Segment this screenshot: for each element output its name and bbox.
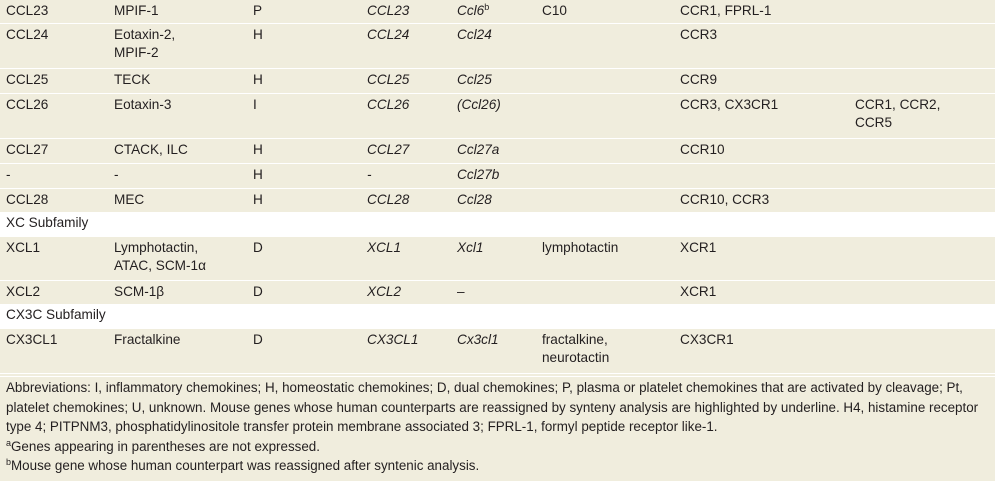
chemokine-receptor: CCR10 <box>680 142 725 157</box>
systematic-name: CCL24 <box>6 27 49 42</box>
human-ligand: Fractalkine <box>114 332 181 347</box>
human-ligand-line-1: Eotaxin-2, <box>114 27 176 42</box>
human-ligand: TECK <box>114 72 151 87</box>
human-gene: XCL1 <box>367 240 402 255</box>
mouse-gene: Ccl27b <box>457 167 500 182</box>
human-ligand-line-2: ATAC, SCM-1α <box>114 258 206 273</box>
human-ligand: Eotaxin-2, MPIF-2 <box>114 26 175 62</box>
mouse-gene: Ccl25 <box>457 72 492 87</box>
mouse-gene: Xcl1 <box>457 240 484 255</box>
footnote-b-mark: b <box>6 457 12 468</box>
systematic-name: CCL25 <box>6 72 49 87</box>
human-ligand: - <box>114 167 119 182</box>
human-gene: CCL24 <box>367 27 410 42</box>
table-row: CCL24 Eotaxin-2, MPIF-2 H CCL24 Ccl24 CCR… <box>0 24 995 69</box>
mouse-gene-name: Ccl6 <box>457 3 485 18</box>
chemokine-receptor: CCR1, FPRL-1 <box>680 3 772 18</box>
systematic-name: XCL2 <box>6 284 41 299</box>
chemokine-type: H <box>253 142 263 157</box>
systematic-name: CCL28 <box>6 192 49 207</box>
human-gene: CCL25 <box>367 72 410 87</box>
chemokine-type: D <box>253 332 263 347</box>
chemokine-type: D <box>253 240 263 255</box>
human-ligand-line-1: Lymphotactin, <box>114 240 199 255</box>
chemokine-type: P <box>253 3 263 18</box>
human-gene: CCL23 <box>367 3 410 18</box>
chemokine-receptor: CCR9 <box>680 72 718 87</box>
footnote-a-mark: a <box>6 437 12 448</box>
footnote-b-text: Mouse gene whose human counterpart was r… <box>11 458 480 474</box>
table-row: CCL23 MPIF-1 P CCL23 Ccl6b C10 CCR1, FPR… <box>0 0 995 24</box>
systematic-name: - <box>6 167 11 182</box>
table-row: CCL25 TECK H CCL25 Ccl25 CCR9 <box>0 69 995 94</box>
abbreviations-note: Abbreviations: I, inflammatory chemokine… <box>6 380 979 435</box>
mouse-ligand: lymphotactin <box>542 240 619 255</box>
subfamily-header-xc: XC Subfamily <box>0 213 995 237</box>
footnote-a: aGenes appearing in parentheses are not … <box>6 437 989 457</box>
antagonist-line-2: CCR5 <box>855 115 893 130</box>
human-gene: CCL28 <box>367 192 410 207</box>
human-ligand: MEC <box>114 192 145 207</box>
chemokine-receptor: CCR3, CX3CR1 <box>680 97 779 112</box>
chemokine-type: H <box>253 72 263 87</box>
table-footnotes: Abbreviations: I, inflammatory chemokine… <box>0 376 995 481</box>
chemokine-receptor: XCR1 <box>680 284 717 299</box>
human-ligand-line-2: MPIF-2 <box>114 45 159 60</box>
table-row: CX3CL1 Fractalkine D CX3CL1 Cx3cl1 fract… <box>0 329 995 374</box>
mouse-gene: Ccl28 <box>457 192 492 207</box>
table-row: XCL1 Lymphotactin, ATAC, SCM-1α D XCL1 Xc… <box>0 237 995 281</box>
human-gene: CCL27 <box>367 142 410 157</box>
human-ligand: CTACK, ILC <box>114 142 188 157</box>
antagonist-line-1: CCR1, CCR2, <box>855 97 941 112</box>
systematic-name: CCL23 <box>6 3 49 18</box>
human-ligand: SCM-1β <box>114 284 165 299</box>
chemokine-type: H <box>253 192 263 207</box>
chemokine-receptor: CX3CR1 <box>680 332 734 347</box>
mouse-gene: Ccl24 <box>457 27 492 42</box>
chemokine-type: D <box>253 284 263 299</box>
bottom-divider <box>0 481 995 487</box>
mouse-ligand: fractalkine, neurotactin <box>542 331 609 367</box>
human-gene: CCL26 <box>367 97 410 112</box>
mouse-ligand-line-2: neurotactin <box>542 350 610 365</box>
table-row: XCL2 SCM-1β D XCL2 – XCR1 <box>0 281 995 305</box>
table-row: CCL27 CTACK, ILC H CCL27 Ccl27a CCR10 <box>0 139 995 164</box>
footnote-b: bMouse gene whose human counterpart was … <box>6 456 989 476</box>
chemokine-type: I <box>253 97 257 112</box>
chemokine-antagonist: CCR1, CCR2, CCR5 <box>855 96 940 132</box>
mouse-gene: Cx3cl1 <box>457 332 499 347</box>
chemokine-type: H <box>253 27 263 42</box>
chemokine-receptor: CCR10, CCR3 <box>680 192 770 207</box>
human-gene: - <box>367 167 372 182</box>
mouse-ligand: C10 <box>542 3 567 18</box>
systematic-name: CCL27 <box>6 142 49 157</box>
systematic-name: XCL1 <box>6 240 41 255</box>
table-row: CCL26 Eotaxin-3 I CCL26 (Ccl26) CCR3, CX… <box>0 94 995 139</box>
footnote-a-text: Genes appearing in parentheses are not e… <box>11 438 320 454</box>
human-ligand: MPIF-1 <box>114 3 159 18</box>
table-row: CCL28 MEC H CCL28 Ccl28 CCR10, CCR3 <box>0 189 995 213</box>
subfamily-label: XC Subfamily <box>6 215 89 230</box>
human-ligand: Lymphotactin, ATAC, SCM-1α <box>114 239 206 275</box>
chemokine-receptor: XCR1 <box>680 240 717 255</box>
mouse-gene: Ccl6b <box>457 2 489 20</box>
mouse-gene: – <box>457 284 465 299</box>
systematic-name: CX3CL1 <box>6 332 58 347</box>
systematic-name: CCL26 <box>6 97 49 112</box>
subfamily-label: CX3C Subfamily <box>6 307 106 322</box>
table-row: - - H - Ccl27b <box>0 164 995 189</box>
mouse-gene: Ccl27a <box>457 142 500 157</box>
subfamily-header-cx3c: CX3C Subfamily <box>0 305 995 329</box>
mouse-ligand-line-1: fractalkine, <box>542 332 608 347</box>
human-gene: CX3CL1 <box>367 332 419 347</box>
mouse-gene: (Ccl26) <box>457 97 501 112</box>
human-ligand: Eotaxin-3 <box>114 97 172 112</box>
footnote-mark-b: b <box>484 2 490 12</box>
chemokine-receptor: CCR3 <box>680 27 718 42</box>
chemokine-type: H <box>253 167 263 182</box>
human-gene: XCL2 <box>367 284 402 299</box>
